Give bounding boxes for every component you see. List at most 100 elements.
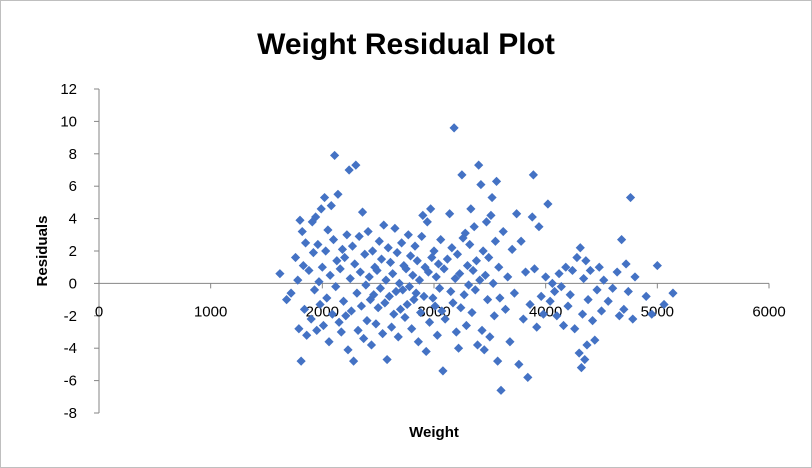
x-axis-ticks: 0100020003000400050006000 [95, 283, 786, 320]
data-point [349, 356, 359, 366]
data-point [341, 311, 351, 321]
data-point [404, 282, 415, 292]
data-point [567, 265, 578, 276]
y-tick-label: 0 [69, 275, 77, 292]
data-point [351, 160, 361, 170]
data-point [561, 262, 571, 272]
data-point [294, 324, 304, 334]
data-point [298, 260, 308, 271]
data-point [353, 325, 363, 335]
data-point [360, 249, 370, 259]
data-point [596, 306, 607, 316]
data-point [484, 252, 494, 263]
y-tick-label: 8 [69, 146, 77, 163]
data-point [563, 301, 573, 311]
x-tick-label: 1000 [194, 303, 227, 320]
data-point [550, 286, 560, 297]
data-point [416, 307, 426, 318]
data-point [371, 319, 381, 329]
data-point [388, 269, 398, 279]
data-point [282, 295, 292, 305]
data-point [465, 239, 475, 250]
data-point [490, 236, 501, 246]
data-point [494, 262, 504, 272]
data-point [361, 280, 371, 290]
data-point [617, 235, 627, 245]
data-point [345, 273, 355, 284]
data-point [304, 265, 314, 276]
data-point [326, 201, 336, 211]
data-point [485, 332, 495, 342]
data-point [487, 192, 497, 203]
data-point [419, 291, 429, 301]
data-point [418, 210, 428, 220]
data-point [474, 160, 484, 170]
data-points [275, 123, 678, 395]
data-point [436, 235, 446, 245]
data-point [509, 288, 519, 298]
data-point [541, 272, 551, 282]
data-point [574, 348, 584, 358]
data-point [313, 239, 323, 250]
y-tick-label: -8 [64, 405, 77, 422]
data-point [385, 257, 396, 267]
data-point [599, 275, 609, 285]
data-point [498, 226, 508, 237]
data-point [314, 277, 324, 287]
data-point [359, 333, 369, 344]
data-point [552, 311, 562, 321]
data-point [575, 243, 585, 253]
data-point [367, 246, 378, 256]
data-point [554, 269, 564, 279]
data-point [514, 359, 524, 369]
data-point [439, 264, 449, 274]
data-point [449, 123, 459, 133]
data-point [438, 366, 448, 376]
data-point [464, 280, 474, 290]
data-point [336, 327, 346, 337]
data-point [558, 320, 569, 331]
data-point [583, 295, 593, 305]
data-point [447, 243, 457, 253]
data-point [382, 354, 392, 365]
data-point [337, 244, 348, 254]
data-point [383, 243, 393, 253]
data-point [428, 293, 438, 303]
data-point [380, 298, 390, 308]
data-point [403, 230, 413, 240]
data-point [344, 165, 354, 175]
data-point [619, 304, 629, 314]
data-point [325, 270, 335, 280]
data-point [448, 298, 458, 308]
data-point [350, 259, 360, 269]
data-point [347, 241, 358, 251]
data-point [407, 324, 417, 334]
data-point [461, 320, 471, 331]
data-point [529, 264, 540, 274]
data-point [395, 304, 406, 314]
data-point [641, 291, 651, 301]
data-point [400, 312, 410, 323]
data-point [376, 254, 387, 264]
data-point [384, 291, 394, 301]
y-tick-label: -6 [64, 373, 77, 390]
data-point [460, 228, 470, 238]
data-point [536, 291, 546, 301]
data-point [295, 215, 305, 225]
data-point [315, 299, 325, 310]
data-point [446, 286, 456, 297]
data-point [365, 295, 375, 305]
data-point [481, 217, 492, 227]
data-point [612, 267, 622, 277]
data-point [300, 238, 311, 248]
data-point [455, 269, 465, 279]
data-point [505, 337, 515, 347]
data-point [331, 282, 341, 292]
data-point [432, 330, 442, 340]
data-point [507, 244, 517, 254]
data-point [372, 265, 382, 276]
data-point [356, 301, 367, 311]
data-point [433, 259, 444, 269]
data-point [354, 231, 364, 242]
